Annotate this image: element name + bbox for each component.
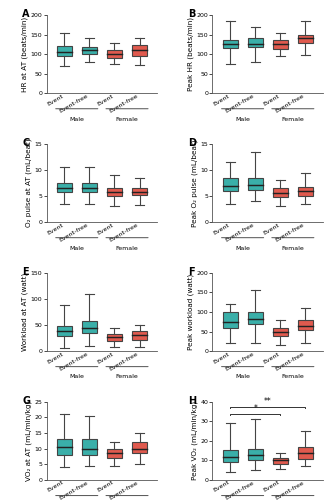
Bar [273, 458, 288, 464]
Bar [132, 332, 147, 340]
Bar [82, 321, 97, 333]
Y-axis label: Peak O₂ pulse (mL/beat): Peak O₂ pulse (mL/beat) [191, 140, 198, 227]
Bar [107, 50, 122, 58]
Y-axis label: Peak HR (beats/min): Peak HR (beats/min) [187, 17, 194, 91]
Bar [107, 188, 122, 196]
Text: Male: Male [235, 116, 250, 121]
Text: Female: Female [281, 374, 304, 380]
Text: Female: Female [116, 374, 139, 380]
Text: B: B [188, 8, 195, 18]
Bar [273, 40, 288, 50]
Bar [132, 188, 147, 195]
Text: F: F [188, 266, 195, 276]
Bar [298, 34, 313, 43]
Text: Male: Male [69, 116, 84, 121]
Bar [222, 312, 237, 328]
Bar [82, 183, 97, 192]
Bar [222, 40, 237, 48]
Text: Female: Female [281, 246, 304, 250]
Y-axis label: O₂ pulse at AT (mL/beat): O₂ pulse at AT (mL/beat) [25, 138, 32, 228]
Text: Female: Female [116, 116, 139, 121]
Bar [132, 442, 147, 454]
Y-axis label: Peak workload (watt): Peak workload (watt) [187, 274, 194, 350]
Bar [298, 186, 313, 196]
Text: A: A [22, 8, 30, 18]
Bar [57, 326, 72, 336]
Text: H: H [188, 396, 196, 406]
Bar [82, 47, 97, 54]
Bar [57, 183, 72, 192]
Bar [248, 448, 263, 460]
Y-axis label: Workload at AT (watt): Workload at AT (watt) [22, 273, 28, 351]
Text: C: C [22, 138, 30, 147]
Text: *: * [253, 404, 257, 413]
Bar [107, 334, 122, 340]
Text: Female: Female [116, 246, 139, 250]
Bar [298, 447, 313, 458]
Text: Male: Male [69, 374, 84, 380]
Bar [107, 448, 122, 458]
Bar [298, 320, 313, 330]
Text: Male: Male [235, 246, 250, 250]
Text: Male: Male [69, 246, 84, 250]
Bar [273, 188, 288, 197]
Bar [132, 46, 147, 56]
Bar [248, 178, 263, 190]
Bar [248, 38, 263, 47]
Bar [57, 46, 72, 56]
Text: E: E [22, 266, 29, 276]
Y-axis label: Peak VO₂ (mL/min/kg): Peak VO₂ (mL/min/kg) [191, 402, 197, 480]
Y-axis label: HR at AT (beats/min): HR at AT (beats/min) [21, 16, 28, 92]
Text: D: D [188, 138, 196, 147]
Text: **: ** [264, 397, 272, 406]
Text: Female: Female [281, 116, 304, 121]
Y-axis label: VO₂ at AT (mL/min/kg): VO₂ at AT (mL/min/kg) [25, 401, 32, 481]
Bar [273, 328, 288, 336]
Bar [222, 178, 237, 191]
Bar [57, 440, 72, 455]
Bar [222, 450, 237, 462]
Text: Male: Male [235, 374, 250, 380]
Bar [248, 312, 263, 324]
Bar [82, 440, 97, 455]
Text: G: G [22, 396, 30, 406]
